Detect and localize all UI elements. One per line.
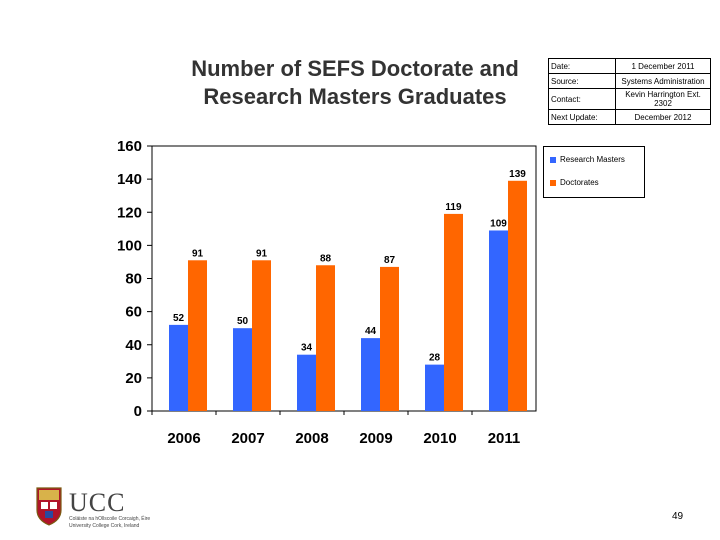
data-label: 44	[365, 326, 377, 337]
y-tick-label: 100	[117, 237, 142, 254]
bar-doctorates	[252, 260, 271, 411]
data-label: 28	[429, 353, 441, 364]
bar-research-masters	[425, 364, 444, 411]
data-label: 34	[301, 343, 313, 354]
y-tick-label: 0	[134, 403, 142, 420]
logo-text: UCC	[69, 488, 126, 517]
y-tick-label: 40	[125, 337, 142, 354]
legend-label: Doctorates	[560, 178, 599, 187]
info-value: December 2012	[615, 109, 711, 125]
bar-research-masters	[361, 338, 380, 411]
y-tick-label: 60	[125, 304, 142, 321]
bar-doctorates	[380, 266, 399, 411]
y-tick-label: 160	[117, 138, 142, 155]
legend-label: Research Masters	[560, 155, 625, 164]
y-tick-label: 80	[125, 271, 142, 288]
logo-subtitle-english: University College Cork, Ireland	[69, 523, 140, 529]
bar-doctorates	[188, 260, 207, 411]
ucc-crest-icon	[36, 487, 62, 526]
bar-doctorates	[444, 213, 463, 411]
legend-item-research-masters: Research Masters	[550, 155, 625, 164]
bar-doctorates	[508, 180, 527, 411]
chart-title: Number of SEFS Doctorate and Research Ma…	[191, 56, 519, 109]
data-label: 88	[320, 253, 332, 264]
bar-research-masters	[233, 328, 252, 411]
data-label: 87	[384, 255, 396, 266]
chart-legend: Research Masters Doctorates	[543, 146, 645, 198]
plot-frame	[151, 145, 537, 412]
bar-research-masters	[489, 230, 508, 411]
x-tick-label: 2011	[488, 430, 521, 447]
data-label: 139	[509, 169, 526, 180]
bar-doctorates	[316, 265, 335, 411]
data-label: 109	[490, 218, 507, 229]
data-label: 50	[237, 316, 249, 327]
bar-research-masters	[169, 324, 188, 411]
x-tick-label: 2008	[295, 430, 328, 447]
data-label: 91	[256, 248, 268, 259]
bar-research-masters	[297, 354, 316, 411]
x-tick-label: 2007	[231, 430, 264, 447]
ucc-logo: UCC Coláiste na hOllscoile Corcaigh, Éir…	[35, 486, 165, 532]
legend-item-doctorates: Doctorates	[550, 178, 599, 187]
data-label: 91	[192, 248, 204, 259]
legend-swatch	[550, 156, 556, 163]
info-table: Date: 1 December 2011 Source: Systems Ad…	[548, 58, 711, 125]
x-tick-label: 2006	[167, 430, 200, 447]
info-row-next-update: Next Update: December 2012	[548, 109, 711, 125]
legend-swatch	[550, 179, 556, 186]
page-number: 49	[672, 511, 684, 522]
info-row-contact: Contact: Kevin Harrington Ext. 2302	[548, 88, 711, 110]
y-tick-label: 140	[117, 171, 142, 188]
logo-subtitle-irish: Coláiste na hOllscoile Corcaigh, Éire	[69, 516, 151, 522]
x-tick-label: 2009	[359, 430, 392, 447]
data-label: 119	[445, 202, 462, 213]
y-tick-label: 20	[125, 370, 142, 387]
y-tick-label: 120	[117, 204, 142, 221]
data-label: 52	[173, 313, 185, 324]
x-tick-label: 2010	[423, 430, 456, 447]
